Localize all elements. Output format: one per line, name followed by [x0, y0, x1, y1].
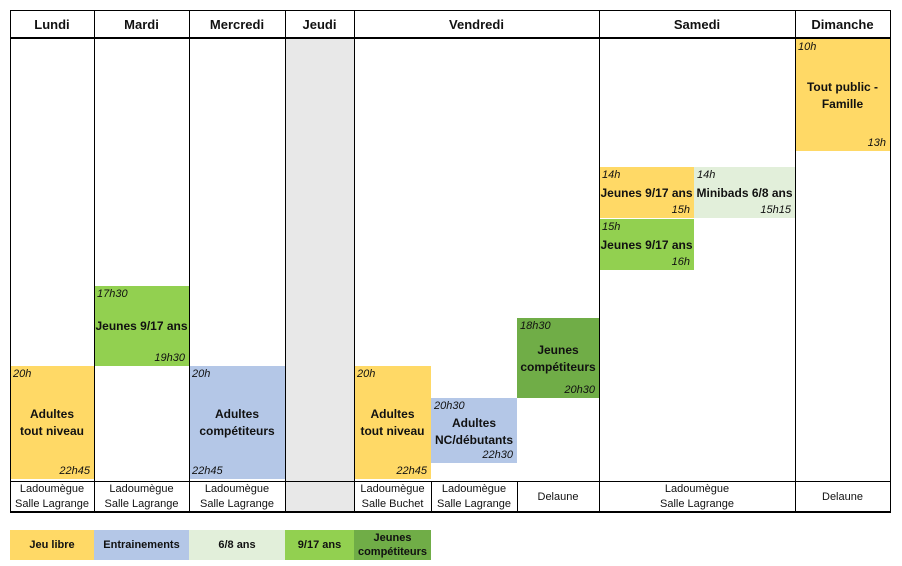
grid-col-line — [189, 10, 190, 513]
slot-label: Adultes — [370, 407, 415, 421]
venue-samedi: Ladoumègue Salle Lagrange — [659, 483, 734, 510]
slot-start-time: 18h30 — [520, 320, 551, 332]
grid-col-line — [285, 10, 286, 513]
venue-mercredi: Ladoumègue Salle Lagrange — [199, 483, 274, 510]
grid-col-line — [10, 10, 11, 513]
slot-label: Adultes — [29, 407, 74, 421]
grid-venue-line — [10, 481, 891, 482]
slot-start-time: 17h30 — [97, 288, 128, 300]
slot-end-time: 16h — [671, 256, 690, 268]
slot-end-time: 15h — [671, 204, 690, 216]
venue-dimanche: Delaune — [822, 490, 863, 503]
slot-label: Jeunes 9/17 ans — [95, 319, 188, 333]
slot-label: NC/débutants — [435, 433, 513, 447]
slot-start-time: 10h — [798, 41, 817, 53]
legend-entrainements: Entrainements — [94, 530, 189, 560]
day-header-mardi: Mardi — [124, 16, 159, 32]
slot-start-time: 20h — [13, 368, 32, 380]
slot-lundi-adultes: 20h Adultes tout niveau 22h45 — [10, 366, 94, 479]
slot-label: Tout public - — [806, 80, 879, 94]
slot-end-time: 13h — [867, 137, 886, 149]
slot-label: Adultes — [214, 407, 259, 421]
slot-label: tout niveau — [360, 424, 425, 438]
slot-end-time: 22h45 — [396, 465, 427, 477]
grid-bottom-line — [10, 511, 891, 513]
slot-start-time: 14h — [602, 169, 621, 181]
slot-start-time: 14h — [697, 169, 716, 181]
slot-label: compétiteurs — [520, 360, 596, 374]
grid-col-line — [431, 481, 432, 513]
slot-samedi-jeunes-14h: 14h Jeunes 9/17 ans 15h — [599, 167, 694, 218]
day-header-samedi: Samedi — [673, 16, 721, 32]
slot-label: Adultes — [451, 416, 496, 430]
grid-header-line — [10, 37, 891, 39]
slot-vendredi-adultes-nc: 20h30 Adultes NC/débutants 22h30 — [431, 398, 517, 463]
grid-col-line — [795, 10, 796, 513]
slot-vendredi-adultes-tout-niveau: 20h Adultes tout niveau 22h45 — [354, 366, 431, 479]
slot-label: compétiteurs — [199, 424, 275, 438]
grid-col-line — [599, 10, 600, 513]
slot-start-time: 20h30 — [434, 400, 465, 412]
slot-start-time: 15h — [602, 221, 621, 233]
slot-label: Minibads 6/8 ans — [696, 186, 793, 200]
legend-jeu-libre: Jeu libre — [10, 530, 94, 560]
slot-mardi-jeunes: 17h30 Jeunes 9/17 ans 19h30 — [94, 286, 189, 366]
day-header-dimanche: Dimanche — [811, 16, 874, 32]
slot-start-time: 20h — [357, 368, 376, 380]
venue-vendredi-lagrange: Ladoumègue Salle Lagrange — [436, 483, 511, 510]
legend-9-17-ans: 9/17 ans — [285, 530, 354, 560]
legend-jeunes-competiteurs: Jeunes compétiteurs — [354, 530, 431, 560]
slot-end-time: 19h30 — [154, 352, 185, 364]
slot-end-time: 20h30 — [564, 384, 595, 396]
venue-mardi: Ladoumègue Salle Lagrange — [104, 483, 179, 510]
slot-mercredi-adultes: 20h Adultes compétiteurs 22h45 — [189, 366, 285, 479]
jeudi-closed-column — [285, 38, 354, 512]
legend-6-8-ans: 6/8 ans — [189, 530, 285, 560]
slot-vendredi-jeunes-competiteurs: 18h30 Jeunes compétiteurs 20h30 — [517, 318, 599, 398]
day-header-jeudi: Jeudi — [302, 16, 337, 32]
slot-label: Jeunes — [537, 343, 579, 357]
grid-top-line — [10, 10, 891, 11]
slot-end-time: 22h45 — [192, 465, 223, 477]
slot-label: Jeunes 9/17 ans — [600, 186, 693, 200]
slot-dimanche-tout-public: 10h Tout public - Famille 13h — [795, 39, 890, 151]
slot-label: Jeunes 9/17 ans — [600, 238, 693, 252]
grid-col-line — [354, 10, 355, 513]
slot-label: Famille — [821, 97, 864, 111]
venue-vendredi-buchet: Ladoumègue Salle Buchet — [360, 483, 425, 510]
day-header-mercredi: Mercredi — [209, 16, 265, 32]
grid-col-line — [890, 10, 891, 513]
grid-col-line — [94, 10, 95, 513]
grid-col-line — [517, 481, 518, 513]
day-header-lundi: Lundi — [34, 16, 70, 32]
slot-label: tout niveau — [19, 424, 84, 438]
slot-end-time: 15h15 — [760, 204, 791, 216]
slot-start-time: 20h — [192, 368, 211, 380]
slot-end-time: 22h30 — [482, 449, 513, 461]
venue-vendredi-delaune: Delaune — [537, 490, 579, 503]
venue-lundi: Ladoumègue Salle Lagrange — [14, 483, 89, 510]
day-header-vendredi: Vendredi — [449, 16, 504, 32]
slot-end-time: 22h45 — [59, 465, 90, 477]
slot-samedi-jeunes-15h: 15h Jeunes 9/17 ans 16h — [599, 219, 694, 270]
slot-samedi-minibads: 14h Minibads 6/8 ans 15h15 — [694, 167, 795, 218]
